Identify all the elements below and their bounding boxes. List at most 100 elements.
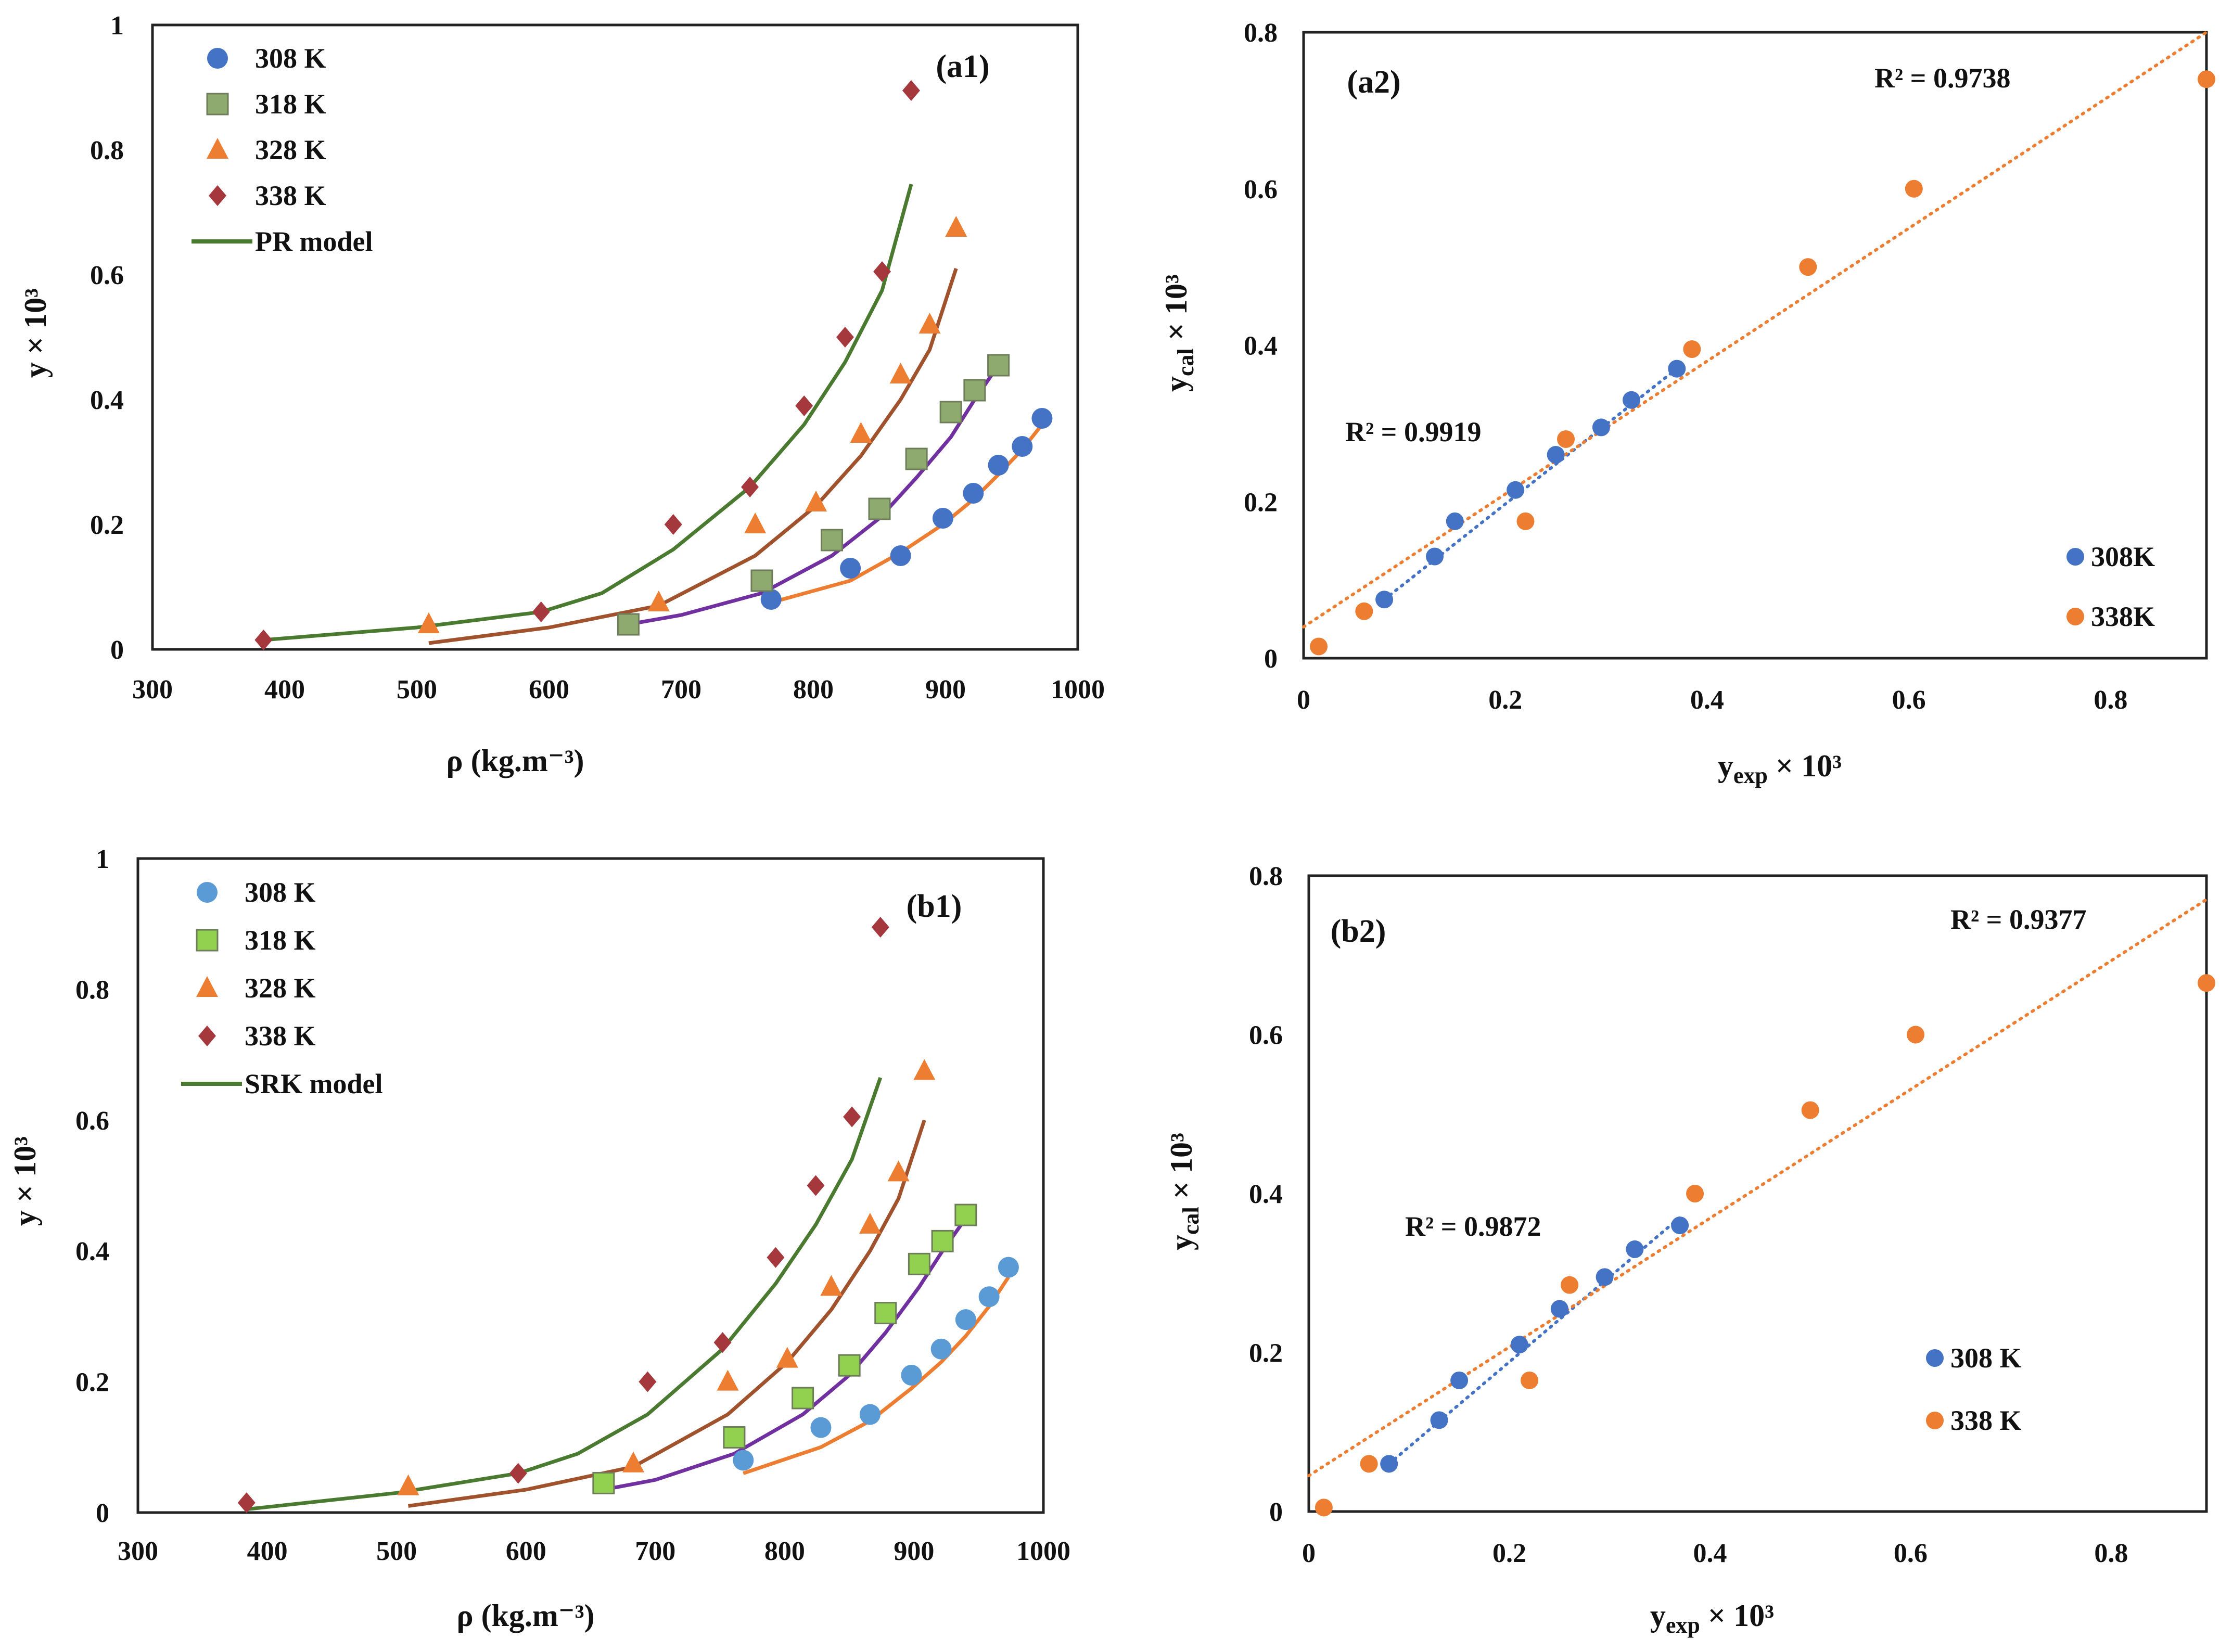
chart-b1: 0 0.2 0.4 0.6 0.8 1 300 400 500 600 700 800 900 1000 (… [8, 844, 1070, 1633]
y-tick-label: 1 [110, 11, 124, 41]
r-squared-label: R² = 0.9872 [1405, 1211, 1541, 1242]
y-axis-title: ycal × 10³ [1164, 1133, 1204, 1250]
chart-b2: 0 0.2 0.4 0.6 0.8 0 0.2 0.4 0.6 0.8 (b2) R² = 0.937… [1164, 862, 2215, 1638]
y-tick-label: 0.6 [1249, 1021, 1283, 1051]
data-point [988, 455, 1009, 476]
data-point [873, 261, 891, 282]
x-tick-label: 0.8 [2094, 1539, 2128, 1568]
legend: 308 K 338 K [1926, 1342, 2022, 1436]
chart-a2: 0 0.2 0.4 0.6 0.8 0 0.2 0.4 0.6 0.8 (a2) R² = 0.973… [1159, 18, 2215, 788]
data-point [639, 1371, 657, 1392]
x-tick-label: 800 [793, 675, 834, 705]
y-tick-label: 0.4 [1249, 1180, 1283, 1209]
model-curve [428, 267, 958, 645]
legend-marker [206, 93, 229, 116]
trendline [1307, 898, 2208, 1478]
x-tick-label: 0.8 [2094, 685, 2127, 715]
data-point [1623, 391, 1641, 409]
data-point [1516, 512, 1535, 530]
legend-label: 308 K [255, 43, 326, 74]
data-point [744, 513, 767, 533]
legend-label: 328 K [255, 134, 326, 165]
data-point [931, 1230, 954, 1252]
data-point [954, 1203, 977, 1226]
x-axis-title: yexp × 10³ [1650, 1598, 1774, 1638]
y-tick-label: 0.2 [75, 1368, 109, 1398]
data-point [1521, 1371, 1539, 1389]
data-point [963, 483, 984, 504]
data-point [1426, 547, 1444, 566]
data-point [1799, 258, 1817, 276]
data-point [1626, 1240, 1644, 1258]
model-curve [246, 1077, 883, 1512]
data-point [750, 569, 773, 592]
y-tick-label: 0 [1264, 644, 1278, 674]
trendline [1387, 1215, 1682, 1466]
data-point [836, 327, 854, 348]
x-tick-label: 400 [264, 675, 305, 705]
data-point [622, 1451, 645, 1472]
legend-label: 318 K [255, 88, 326, 120]
legend-marker [197, 882, 218, 903]
legend-label: 338 K [1950, 1405, 2022, 1436]
y-tick-label: 0.2 [1249, 1339, 1283, 1368]
data-point [987, 354, 1010, 377]
data-point [874, 1302, 897, 1325]
x-tick-label: 400 [247, 1536, 288, 1566]
x-tick-label: 300 [132, 675, 173, 705]
data-point [1375, 591, 1394, 609]
y-tick-label: 0.4 [1244, 331, 1278, 361]
x-axis-title: yexp × 10³ [1718, 749, 1842, 788]
data-point [908, 1252, 930, 1275]
x-tick-label: 900 [925, 675, 966, 705]
data-point [723, 1426, 746, 1449]
y-tick-label: 0.8 [90, 136, 124, 165]
legend-marker [2066, 548, 2084, 566]
plot-frame [1302, 31, 2208, 660]
data-point [1310, 637, 1328, 656]
y-tick-label: 0.6 [75, 1106, 109, 1136]
legend-marker [207, 138, 228, 159]
data-point [902, 80, 920, 101]
data-point [1686, 1185, 1704, 1202]
y-tick-label: 0 [110, 635, 124, 665]
plot-frame [151, 23, 1079, 651]
x-tick-label: 0 [1302, 1539, 1316, 1568]
data-point [998, 1257, 1019, 1278]
y-tick-label: 0 [1269, 1497, 1283, 1527]
data-point [1596, 1268, 1614, 1286]
data-point [1510, 1336, 1528, 1354]
data-point [889, 363, 912, 383]
data-point [1360, 1455, 1378, 1473]
legend: 308 K 318 K 328 K 338 K PR model [192, 43, 373, 257]
legend-label: 338 K [255, 180, 326, 211]
legend-label: 308K [2091, 541, 2155, 572]
data-point [1561, 1276, 1579, 1294]
data-point [617, 613, 640, 636]
trendline [1302, 31, 2208, 629]
y-tick-label: 0.6 [90, 261, 124, 290]
data-point [1683, 340, 1701, 358]
x-tick-label: 0.6 [1892, 685, 1926, 715]
y-tick-label: 0.6 [1244, 175, 1278, 204]
legend: 308 K 318 K 328 K 338 K SRK model [181, 877, 383, 1099]
data-point [397, 1474, 419, 1495]
legend-marker [1926, 1349, 1944, 1367]
r-squared-label: R² = 0.9919 [1345, 416, 1481, 447]
model-curve [743, 1276, 1010, 1475]
data-point [945, 216, 967, 237]
model-curve [263, 184, 913, 642]
data-point [417, 612, 440, 633]
data-point [805, 491, 827, 511]
data-point [913, 1059, 936, 1080]
data-point [1446, 512, 1464, 530]
legend-label: 308 K [245, 877, 316, 908]
data-point [1547, 446, 1565, 464]
legend-label: 338K [2091, 601, 2155, 632]
data-point [955, 1309, 976, 1330]
data-point [1905, 180, 1923, 198]
data-point [532, 601, 550, 622]
x-axis-title: ρ (kg.m⁻³) [456, 1598, 594, 1633]
x-tick-label: 500 [376, 1536, 417, 1566]
